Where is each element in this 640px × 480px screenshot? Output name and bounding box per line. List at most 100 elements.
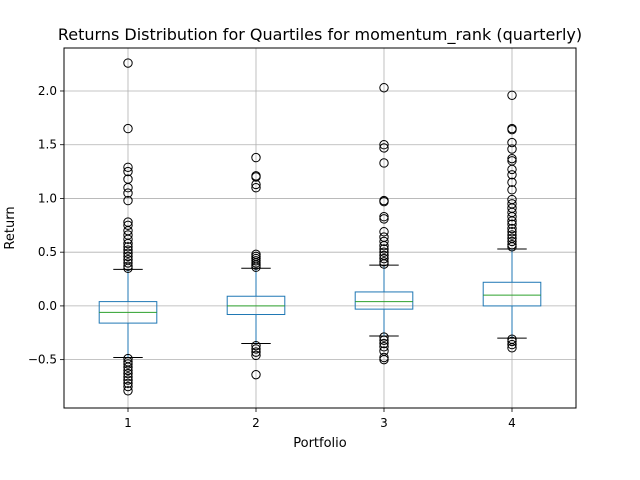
box-portfolio-1 xyxy=(98,58,158,396)
y-tick-label: 0.0 xyxy=(38,299,57,313)
outlier-point xyxy=(507,216,517,226)
y-axis-label: Return xyxy=(3,206,18,249)
outlier-point xyxy=(251,183,261,193)
outlier-point xyxy=(123,368,133,379)
outlier-point xyxy=(123,372,133,382)
outlier-point xyxy=(379,236,389,247)
outlier-point xyxy=(507,336,517,347)
outlier-point xyxy=(379,253,389,264)
outlier-point xyxy=(123,220,133,231)
outlier-point xyxy=(379,140,389,150)
outlier-point xyxy=(123,258,133,268)
outlier-point xyxy=(251,344,261,354)
outlier-point xyxy=(507,170,517,180)
outlier-point xyxy=(251,258,261,268)
outlier-point xyxy=(379,241,389,251)
outlier-point xyxy=(123,166,133,177)
y-tick-label: 0.5 xyxy=(38,245,57,259)
outlier-point xyxy=(251,152,261,163)
outlier-point xyxy=(507,90,517,100)
iqr-box xyxy=(354,291,414,310)
outlier-point xyxy=(379,338,389,349)
outlier-point xyxy=(251,369,261,380)
outlier-point xyxy=(507,242,517,252)
iqr-box xyxy=(482,281,542,307)
outlier-point xyxy=(507,227,517,237)
x-tick-label: 3 xyxy=(380,416,388,430)
outlier-point xyxy=(123,238,133,249)
outlier-point xyxy=(507,230,517,240)
outlier-point xyxy=(123,386,133,396)
y-tick-label: 1.0 xyxy=(38,191,57,205)
outlier-point xyxy=(251,347,261,357)
outlier-point xyxy=(507,124,517,135)
outlier-point xyxy=(507,339,517,350)
outlier-point xyxy=(251,262,261,272)
x-axis-label: Portfolio xyxy=(293,436,347,451)
y-tick-label: 2.0 xyxy=(38,84,57,98)
outlier-point xyxy=(507,219,517,229)
outlier-point xyxy=(123,162,133,172)
y-tick-label: 1.5 xyxy=(38,138,57,152)
outlier-point xyxy=(379,212,389,222)
outlier-point xyxy=(123,362,133,372)
outlier-point xyxy=(123,359,133,369)
outlier-point xyxy=(507,164,517,175)
outlier-point xyxy=(379,244,389,254)
iqr-box xyxy=(226,295,286,316)
outlier-point xyxy=(123,381,133,392)
outlier-point xyxy=(507,185,517,195)
box-portfolio-2 xyxy=(226,152,286,380)
outlier-point xyxy=(123,365,133,376)
outlier-point xyxy=(507,239,517,250)
outlier-point xyxy=(123,261,133,271)
x-tick-label: 1 xyxy=(124,416,132,430)
outlier-point xyxy=(507,177,517,188)
outlier-point xyxy=(379,332,389,342)
outlier-point xyxy=(123,123,133,134)
outlier-point xyxy=(507,153,517,164)
outlier-point xyxy=(379,158,389,168)
outlier-point xyxy=(251,172,261,182)
outlier-point xyxy=(123,58,133,68)
outlier-point xyxy=(123,242,133,252)
outlier-point xyxy=(507,144,517,154)
outlier-point xyxy=(507,223,517,234)
outlier-point xyxy=(379,259,389,269)
outlier-point xyxy=(123,188,133,198)
outlier-point xyxy=(251,340,261,351)
outlier-point xyxy=(123,378,133,388)
box-portfolio-4 xyxy=(482,90,542,353)
outlier-point xyxy=(507,137,517,148)
outlier-point xyxy=(123,263,133,273)
outlier-point xyxy=(379,342,389,352)
outlier-point xyxy=(123,251,133,262)
outlier-point xyxy=(123,248,133,258)
outlier-point xyxy=(379,143,389,153)
outlier-point xyxy=(379,196,389,207)
outlier-point xyxy=(251,260,261,270)
outlier-point xyxy=(123,195,133,206)
box-portfolio-3 xyxy=(354,83,414,365)
outlier-point xyxy=(123,245,133,255)
y-tick-label: −0.5 xyxy=(28,353,57,367)
outlier-point xyxy=(251,256,261,266)
outlier-point xyxy=(379,335,389,345)
outlier-point xyxy=(507,236,517,247)
x-tick-label: 2 xyxy=(252,416,260,430)
outlier-point xyxy=(379,352,389,363)
outlier-point xyxy=(507,343,517,353)
outlier-point xyxy=(379,247,389,257)
outlier-point xyxy=(251,179,261,190)
outlier-point xyxy=(379,257,389,267)
outlier-point xyxy=(123,375,133,385)
outlier-point xyxy=(507,212,517,222)
outlier-point xyxy=(379,227,389,237)
chart-title: Returns Distribution for Quartiles for m… xyxy=(58,25,582,45)
outlier-point xyxy=(251,350,261,361)
outlier-point xyxy=(379,214,389,224)
boxes xyxy=(98,58,542,396)
x-tick-label: 4 xyxy=(508,416,516,430)
